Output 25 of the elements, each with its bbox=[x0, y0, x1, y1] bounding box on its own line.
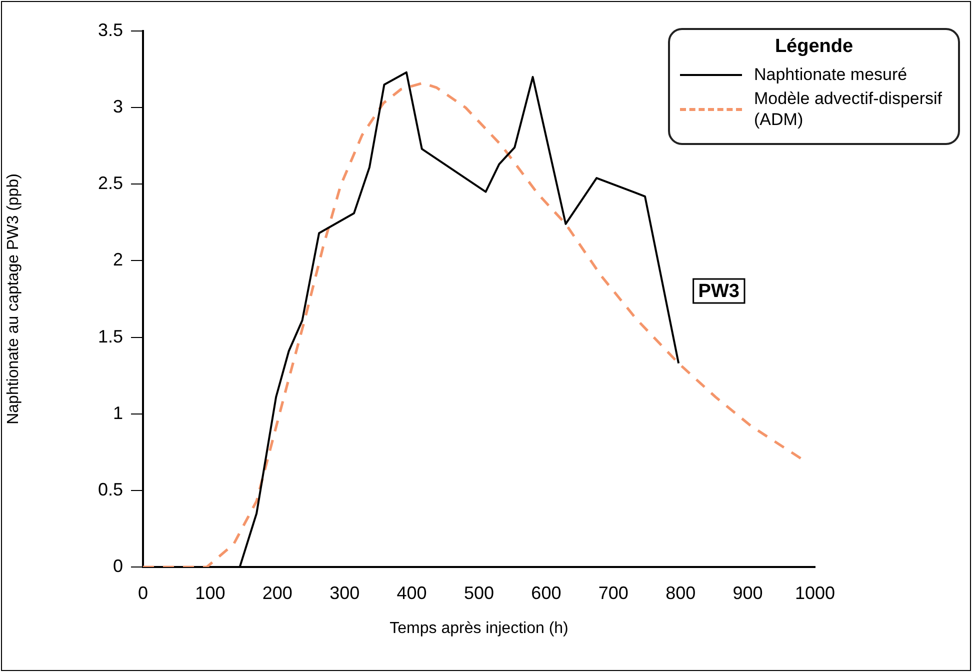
x-tick-label: 500 bbox=[464, 582, 494, 603]
x-tick-label: 600 bbox=[531, 582, 562, 603]
x-tick-label: 900 bbox=[732, 582, 763, 603]
x-tick-label: 300 bbox=[330, 582, 360, 603]
legend-label: Naphtionate mesuré bbox=[754, 64, 908, 85]
x-tick-label: 700 bbox=[598, 582, 628, 603]
y-tick-label: 0 bbox=[112, 556, 123, 576]
x-tick-label: 1000 bbox=[794, 582, 836, 603]
x-tick-label: 800 bbox=[666, 582, 696, 603]
x-tick-label: 100 bbox=[195, 582, 226, 603]
y-tick-label: 2 bbox=[112, 250, 123, 270]
x-tick-label: 0 bbox=[138, 582, 148, 603]
y-tick-label: 1.5 bbox=[98, 326, 123, 346]
annotation: PW3 bbox=[698, 281, 740, 302]
x-tick-label: 400 bbox=[396, 582, 427, 603]
y-axis-title: Naphtionate au captage PW3 (ppb) bbox=[5, 174, 22, 424]
x-tick-label: 200 bbox=[262, 582, 292, 603]
y-tick-label: 0.5 bbox=[98, 479, 123, 500]
y-tick-label: 3.5 bbox=[98, 20, 123, 40]
x-axis-title: Temps après injection (h) bbox=[390, 620, 568, 637]
y-tick-label: 1 bbox=[112, 402, 123, 423]
y-tick-label: 3 bbox=[112, 96, 123, 117]
y-tick-label: 2.5 bbox=[98, 173, 123, 194]
legend-title: Légende bbox=[774, 36, 854, 58]
legend-label: Modèle advectif-dispersif (ADM) bbox=[754, 88, 944, 130]
